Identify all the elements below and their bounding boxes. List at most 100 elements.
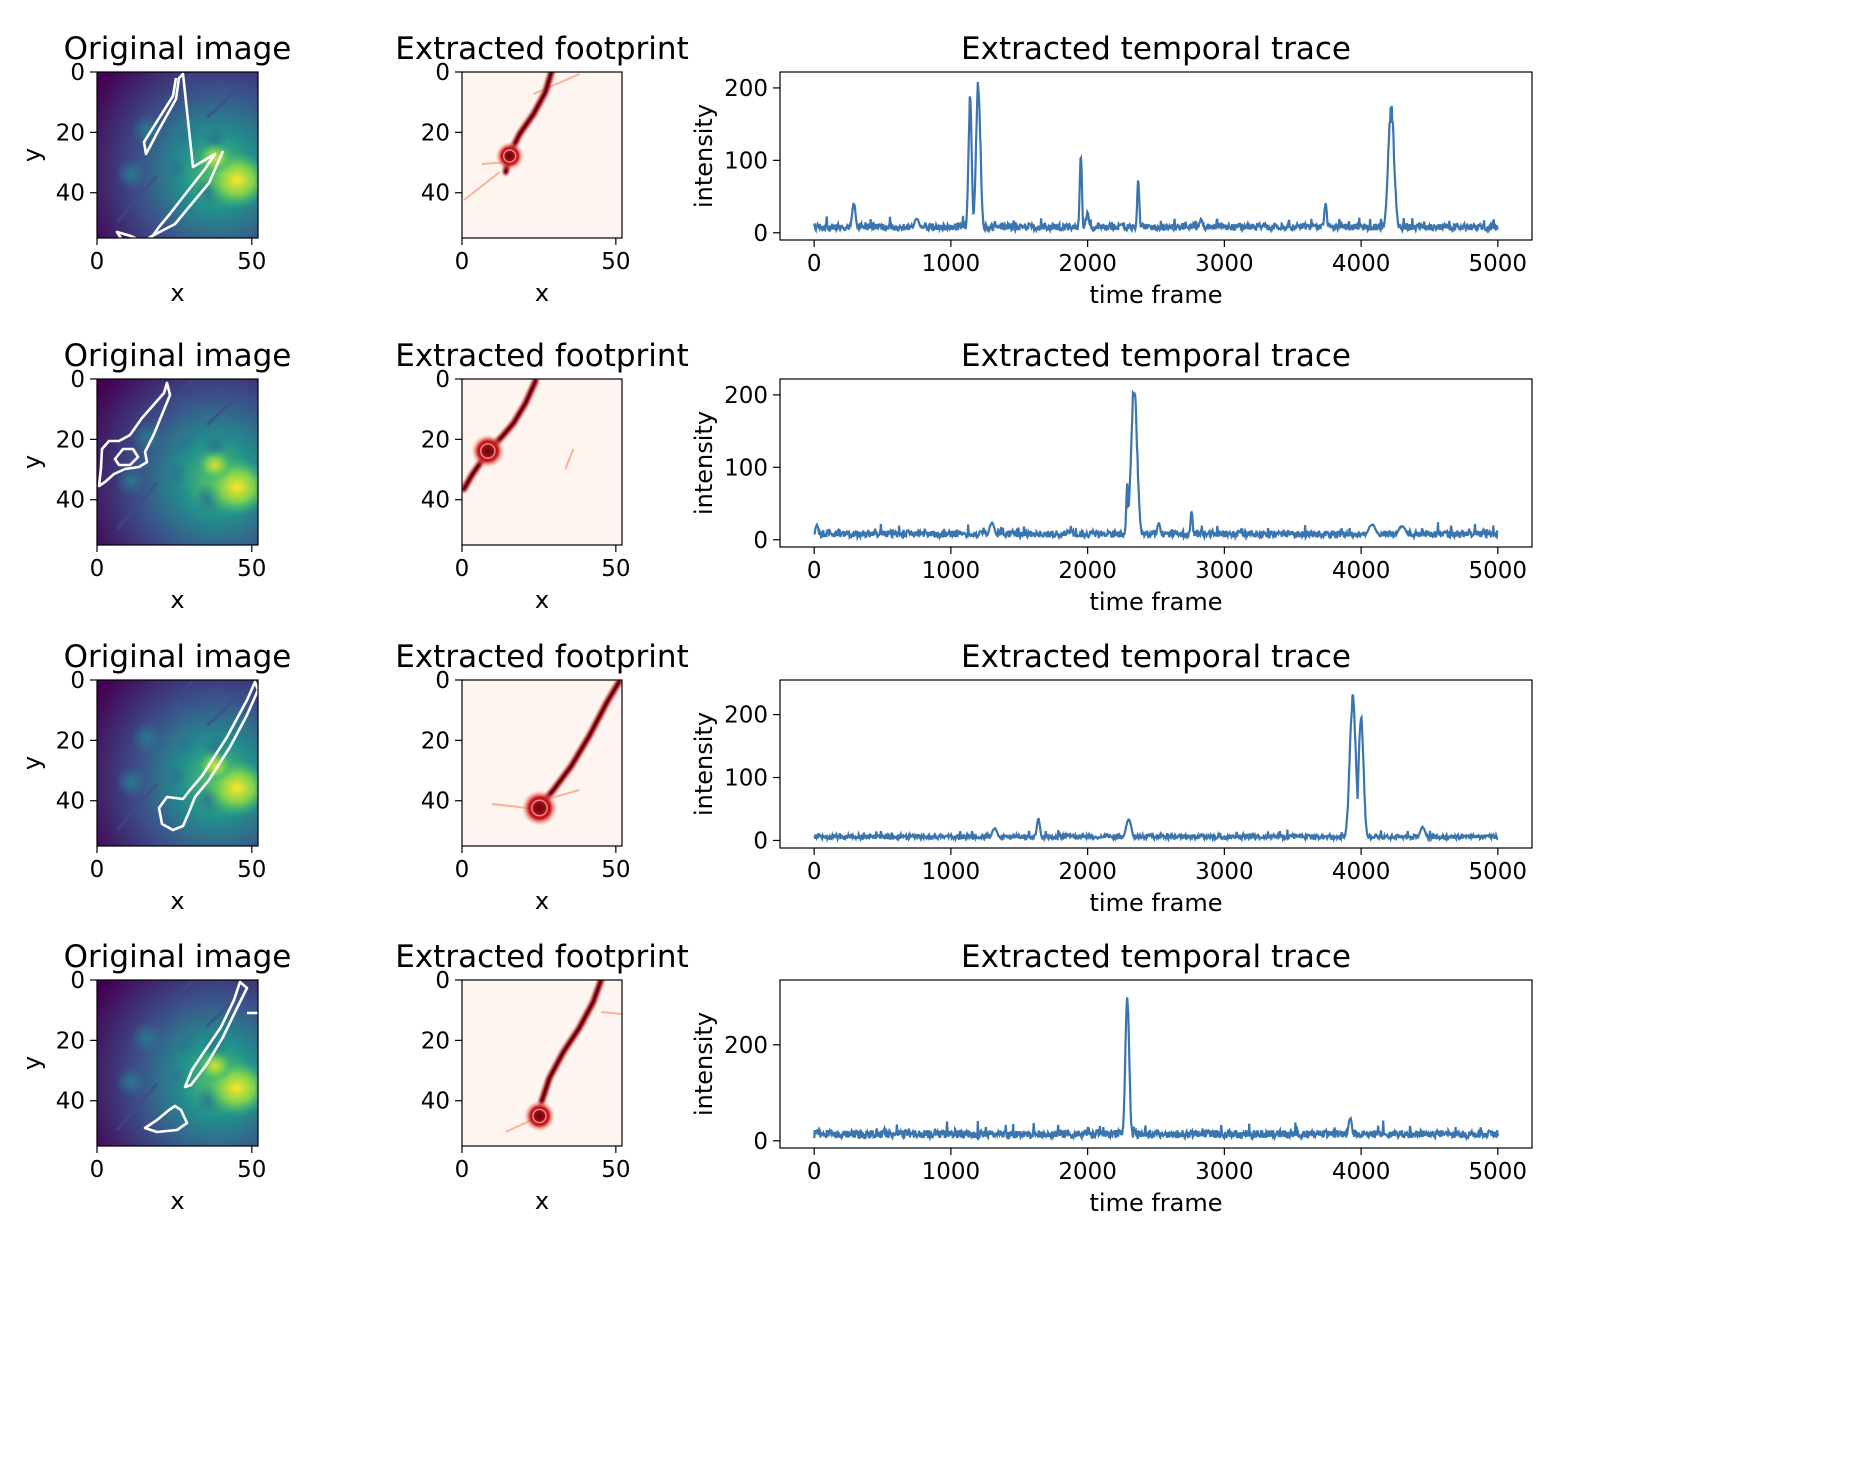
y-tick-label: 0 bbox=[435, 968, 450, 994]
soma-footprint bbox=[471, 434, 505, 468]
y-axis-label: y bbox=[18, 455, 46, 469]
x-tick-label: 0 bbox=[807, 859, 822, 885]
y-tick-label: 20 bbox=[421, 1028, 450, 1054]
x-axis-label: time frame bbox=[1089, 889, 1222, 917]
neurite-texture bbox=[115, 980, 249, 1131]
footprint-heatmap bbox=[462, 680, 622, 846]
neurite-core bbox=[462, 379, 537, 491]
x-tick-label: 0 bbox=[90, 249, 105, 275]
subplot-rows: 0 50 0 20 40 Original image x y 0 50 0 20 40 Extracte… bbox=[18, 31, 1533, 1217]
x-tick-label: 1000 bbox=[922, 558, 981, 584]
x-tick-label: 3000 bbox=[1195, 1159, 1254, 1185]
y-tick-label: 40 bbox=[421, 488, 450, 514]
y-tick-label: 0 bbox=[435, 668, 450, 694]
x-tick-label: 5000 bbox=[1469, 251, 1528, 277]
y-tick-label: 20 bbox=[421, 120, 450, 146]
roi-contour bbox=[143, 980, 258, 1134]
bright-cell bbox=[197, 449, 233, 481]
cell-spot bbox=[163, 764, 187, 788]
subplot-row-3: 0 50 0 20 40 Original image x y 0 50 0 20 40 Extracte… bbox=[18, 639, 1533, 917]
y-tick-label: 40 bbox=[421, 789, 450, 815]
subplot-row-4: 0 50 0 20 40 Original image x y 0 50 0 20 40 Extracte… bbox=[18, 939, 1533, 1217]
axes-frame bbox=[461, 679, 623, 847]
x-tick-label: 3000 bbox=[1195, 558, 1254, 584]
x-tick-label: 4000 bbox=[1332, 859, 1391, 885]
x-axis-label: x bbox=[170, 1187, 184, 1215]
x-axis-label: x bbox=[170, 279, 184, 307]
x-tick-label: 0 bbox=[455, 857, 470, 883]
cell-spot bbox=[169, 427, 197, 455]
x-axis-label: time frame bbox=[1089, 1189, 1222, 1217]
axes-frame bbox=[779, 679, 1533, 849]
x-tick-label: 2000 bbox=[1058, 1159, 1117, 1185]
y-tick-label: 40 bbox=[56, 488, 85, 514]
x-axis-label: x bbox=[170, 586, 184, 614]
x-axis-label: x bbox=[535, 1187, 549, 1215]
axes-frame bbox=[96, 679, 259, 847]
y-tick-label: 40 bbox=[56, 1089, 85, 1115]
axes-frame bbox=[461, 979, 623, 1147]
x-tick-label: 1000 bbox=[922, 1159, 981, 1185]
panel-title: Original image bbox=[64, 338, 292, 374]
soma-footprint bbox=[524, 1100, 556, 1132]
y-axis-label: intensity bbox=[690, 1012, 718, 1116]
x-axis-label: time frame bbox=[1089, 281, 1222, 309]
x-axis-label: x bbox=[535, 586, 549, 614]
x-tick-label: 4000 bbox=[1332, 251, 1391, 277]
trace-line bbox=[813, 81, 1499, 235]
panel-title: Extracted footprint bbox=[395, 338, 688, 374]
y-tick-label: 0 bbox=[753, 221, 768, 247]
axes-frame bbox=[779, 979, 1533, 1149]
x-tick-label: 50 bbox=[237, 249, 266, 275]
footprint-heatmap bbox=[462, 980, 622, 1146]
y-tick-label: 20 bbox=[56, 728, 85, 754]
cell-spot bbox=[163, 1064, 187, 1088]
cell-spot bbox=[116, 159, 146, 189]
x-tick-label: 4000 bbox=[1332, 558, 1391, 584]
x-axis-label: x bbox=[170, 887, 184, 915]
original-image-heatmap bbox=[97, 980, 258, 1146]
x-tick-label: 0 bbox=[807, 1159, 822, 1185]
subplot-row-2: 0 50 0 20 40 Original image x y 0 50 0 20 40 Extracte… bbox=[18, 338, 1533, 616]
x-tick-label: 0 bbox=[455, 249, 470, 275]
x-tick-label: 3000 bbox=[1195, 859, 1254, 885]
roi-contour bbox=[157, 680, 258, 832]
cell-spot bbox=[116, 1067, 146, 1097]
roi-contour bbox=[115, 72, 225, 238]
roi-contour bbox=[97, 381, 172, 488]
x-tick-label: 1000 bbox=[922, 859, 981, 885]
x-tick-label: 0 bbox=[90, 1157, 105, 1183]
faint-neurite bbox=[564, 448, 575, 470]
cell-spot bbox=[169, 728, 197, 756]
x-tick-label: 0 bbox=[455, 556, 470, 582]
y-tick-label: 20 bbox=[56, 427, 85, 453]
y-tick-label: 100 bbox=[724, 766, 768, 792]
y-tick-label: 0 bbox=[70, 668, 85, 694]
x-tick-label: 0 bbox=[90, 857, 105, 883]
x-tick-label: 4000 bbox=[1332, 1159, 1391, 1185]
soma-ring bbox=[532, 1108, 547, 1124]
cell-spot bbox=[131, 722, 163, 754]
trace-line bbox=[813, 997, 1499, 1142]
x-tick-label: 1000 bbox=[922, 251, 981, 277]
panel-title: Extracted footprint bbox=[395, 31, 688, 67]
y-tick-label: 0 bbox=[435, 60, 450, 86]
y-axis-label: intensity bbox=[690, 411, 718, 515]
neurite-texture bbox=[115, 72, 249, 223]
x-tick-label: 0 bbox=[807, 558, 822, 584]
y-tick-label: 0 bbox=[70, 367, 85, 393]
y-tick-label: 20 bbox=[56, 1028, 85, 1054]
soma-ring bbox=[502, 149, 517, 163]
panel-title: Original image bbox=[64, 939, 292, 975]
trace-line bbox=[813, 694, 1499, 844]
x-axis-label: x bbox=[535, 279, 549, 307]
y-tick-label: 40 bbox=[56, 789, 85, 815]
bright-cell bbox=[197, 1050, 233, 1082]
y-axis-label: y bbox=[18, 756, 46, 770]
x-axis-label: x bbox=[535, 887, 549, 915]
cell-spot bbox=[163, 156, 187, 180]
panel-title: Extracted temporal trace bbox=[961, 639, 1351, 675]
axes-frame bbox=[96, 378, 259, 546]
y-tick-label: 40 bbox=[421, 1089, 450, 1115]
